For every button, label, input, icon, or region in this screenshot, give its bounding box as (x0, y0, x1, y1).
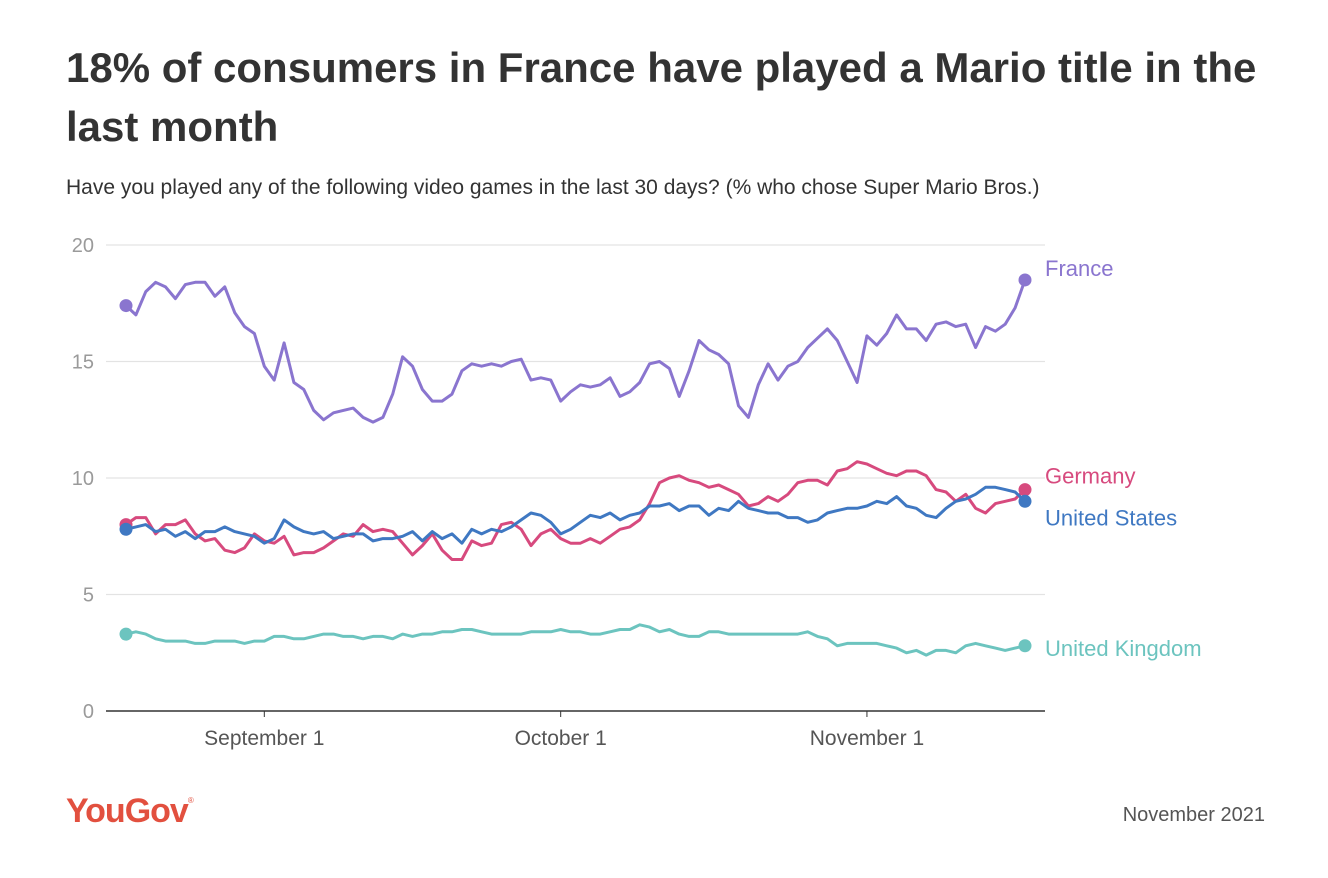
y-tick-label: 15 (72, 352, 94, 374)
series-line-germany (124, 460, 1027, 561)
y-tick-label: 10 (72, 468, 94, 490)
series-label: France (1045, 256, 1113, 281)
series-end-point (1018, 273, 1032, 287)
y-axis-ticks: 0 5 10 15 20 (72, 235, 94, 723)
y-tick-label: 0 (83, 701, 94, 723)
x-tick-label: October 1 (515, 727, 607, 750)
series-start-point (119, 522, 133, 536)
x-axis-ticks: September 1 October 1 November 1 (204, 711, 924, 750)
y-tick-label: 5 (83, 585, 94, 607)
series-line-united-kingdom (124, 623, 1027, 657)
series-labels: France Germany United States United Kingdom (1045, 256, 1202, 661)
series-line-france (124, 278, 1027, 424)
chart-title: 18% of consumers in France have played a… (66, 44, 1257, 150)
series-label: United States (1045, 505, 1177, 530)
series-end-point (1018, 483, 1032, 497)
series-lines (119, 273, 1032, 657)
x-tick-label: November 1 (810, 727, 924, 750)
y-tick-label: 20 (72, 235, 94, 257)
x-tick-label: September 1 (204, 727, 324, 750)
logo-text: YouGov (66, 792, 189, 830)
series-start-point (119, 627, 133, 641)
publication-date: November 2021 (1122, 804, 1265, 826)
series-line-united-states (124, 485, 1027, 545)
chart-subtitle: Have you played any of the following vid… (66, 176, 1040, 199)
series-end-point (1018, 494, 1032, 508)
series-label: United Kingdom (1045, 636, 1202, 661)
series-end-point (1018, 639, 1032, 653)
yougov-logo: YouGov® (66, 792, 194, 830)
series-start-point (119, 299, 133, 313)
series-label: Germany (1045, 464, 1135, 489)
